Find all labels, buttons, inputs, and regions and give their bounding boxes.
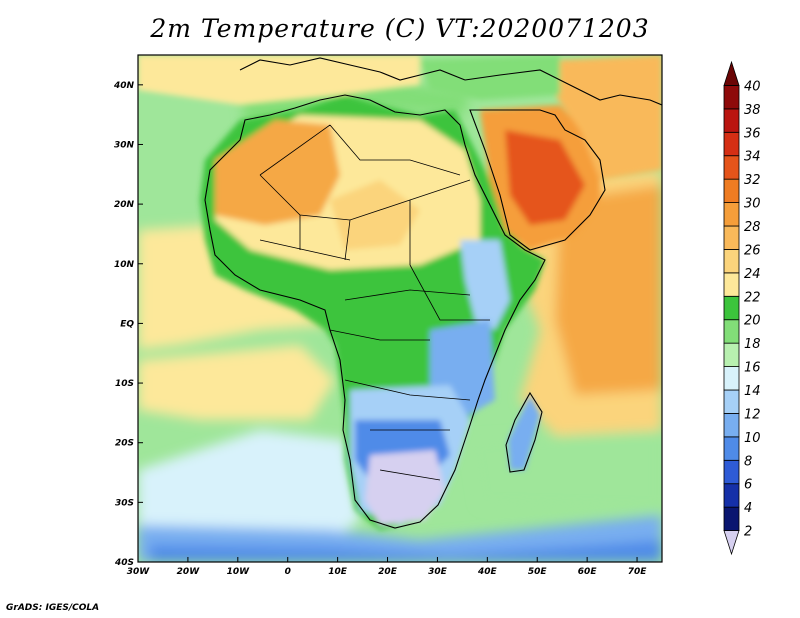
lat-tick-label: EQ (120, 319, 134, 329)
plot-frame (137, 54, 663, 563)
colorbar-label: 30 (744, 197, 761, 212)
colorbar-label: 40 (744, 79, 761, 94)
colorbar-label: 18 (744, 337, 761, 352)
colorbar-swatch (723, 483, 740, 508)
lat-tick-label: 10S (115, 379, 134, 389)
border-lines (259, 124, 490, 481)
lat-tick-label: 40S (114, 558, 134, 568)
lon-tick-label: 10E (328, 567, 348, 577)
colorbar-swatch (723, 413, 740, 438)
lon-tick-label: 50E (528, 567, 548, 577)
colorbar-swatch (723, 202, 740, 227)
sahara-hot (215, 120, 340, 225)
colorbar-label: 22 (744, 290, 761, 305)
colorbar-label: 34 (744, 150, 761, 165)
colorbar-label: 2 (744, 525, 752, 540)
lon-tick-label: 0 (285, 567, 291, 577)
colorbar-swatch (723, 225, 740, 250)
colorbar-label: 4 (744, 501, 752, 516)
highveld-frost (365, 450, 445, 525)
colorbar-swatch (723, 131, 740, 157)
colorbar-swatch (723, 295, 740, 321)
madagascar-coast (505, 391, 543, 473)
madagascar (508, 395, 540, 470)
lat-tick-label: 20S (115, 439, 134, 449)
colorbar-label: 6 (744, 478, 752, 493)
lon-tick-label: 10W (227, 567, 251, 577)
colorbar-swatch (723, 178, 740, 203)
plot-title: 2m Temperature (C) VT:2020071203 (150, 14, 650, 43)
iran-land (555, 55, 662, 180)
lon-tick-label: 70E (628, 567, 648, 577)
southern-ocean-colder (150, 540, 662, 562)
europe-land (138, 55, 420, 105)
colorbar-label: 32 (744, 173, 761, 188)
colorbar-swatch (723, 436, 740, 461)
lat-tick-label: 10N (114, 260, 135, 270)
colorbar-label: 12 (744, 407, 761, 422)
colorbar-swatch (723, 459, 740, 485)
lat-tick-label: 30S (115, 498, 134, 508)
colorbar-swatch (723, 366, 740, 391)
sahara-hot-central (330, 180, 420, 250)
colorbar-swatch (723, 506, 740, 531)
colorbar-label: 10 (744, 431, 761, 446)
colorbar-label: 14 (744, 384, 761, 399)
colorbar-label: 38 (744, 103, 761, 118)
colorbar-swatch (723, 319, 740, 344)
colorbar-swatch (723, 389, 740, 414)
lon-tick-label: 20W (177, 567, 201, 577)
lon-tick-label: 20E (378, 567, 398, 577)
colorbar-label: 20 (744, 314, 761, 329)
colorbar-swatch (723, 108, 740, 133)
colorbar-swatch (723, 155, 740, 180)
colorbar-label: 28 (744, 220, 761, 235)
arabia-coast (469, 109, 606, 251)
europe-coast (239, 57, 466, 81)
turkey-land (420, 55, 560, 100)
lat-axis: 40S 30S 20S 10S EQ 10N 20N 30N 40N (113, 81, 143, 568)
colorbar-swatch (723, 85, 740, 110)
africa-coastline (204, 94, 546, 529)
colorbar-label: 16 (744, 361, 761, 376)
middle-east-coast (464, 69, 662, 106)
lat-tick-label: 30N (114, 140, 135, 150)
lon-tick-label: 30W (127, 567, 151, 577)
credit-label: GrADS: IGES/COLA (6, 603, 100, 613)
colorbar-label: 8 (744, 454, 752, 469)
lat-tick-label: 40N (113, 81, 135, 91)
arabia-hot (505, 130, 585, 225)
colorbar-swatch (723, 530, 740, 556)
colorbar-swatch (723, 249, 740, 274)
colorbar-swatch (723, 272, 740, 297)
lon-tick-label: 60E (578, 567, 598, 577)
lon-axis: 30W 20W 10W 0 10E 20E 30E 40E 50E 60E 70E (127, 557, 647, 577)
colorbar-label: 24 (744, 267, 761, 282)
colorbar-swatch (723, 60, 740, 86)
colorbar-label: 36 (744, 126, 761, 141)
colorbar-swatch (723, 342, 740, 367)
indian-ocean-hot (555, 185, 662, 395)
colorbar-label: 26 (744, 243, 761, 258)
atlantic-warm (138, 225, 330, 350)
atlantic-warm-south (138, 345, 335, 420)
lat-tick-label: 20N (114, 200, 135, 210)
lon-tick-label: 30E (428, 567, 448, 577)
east-africa-highlands (460, 240, 510, 330)
lon-tick-label: 40E (477, 567, 498, 577)
